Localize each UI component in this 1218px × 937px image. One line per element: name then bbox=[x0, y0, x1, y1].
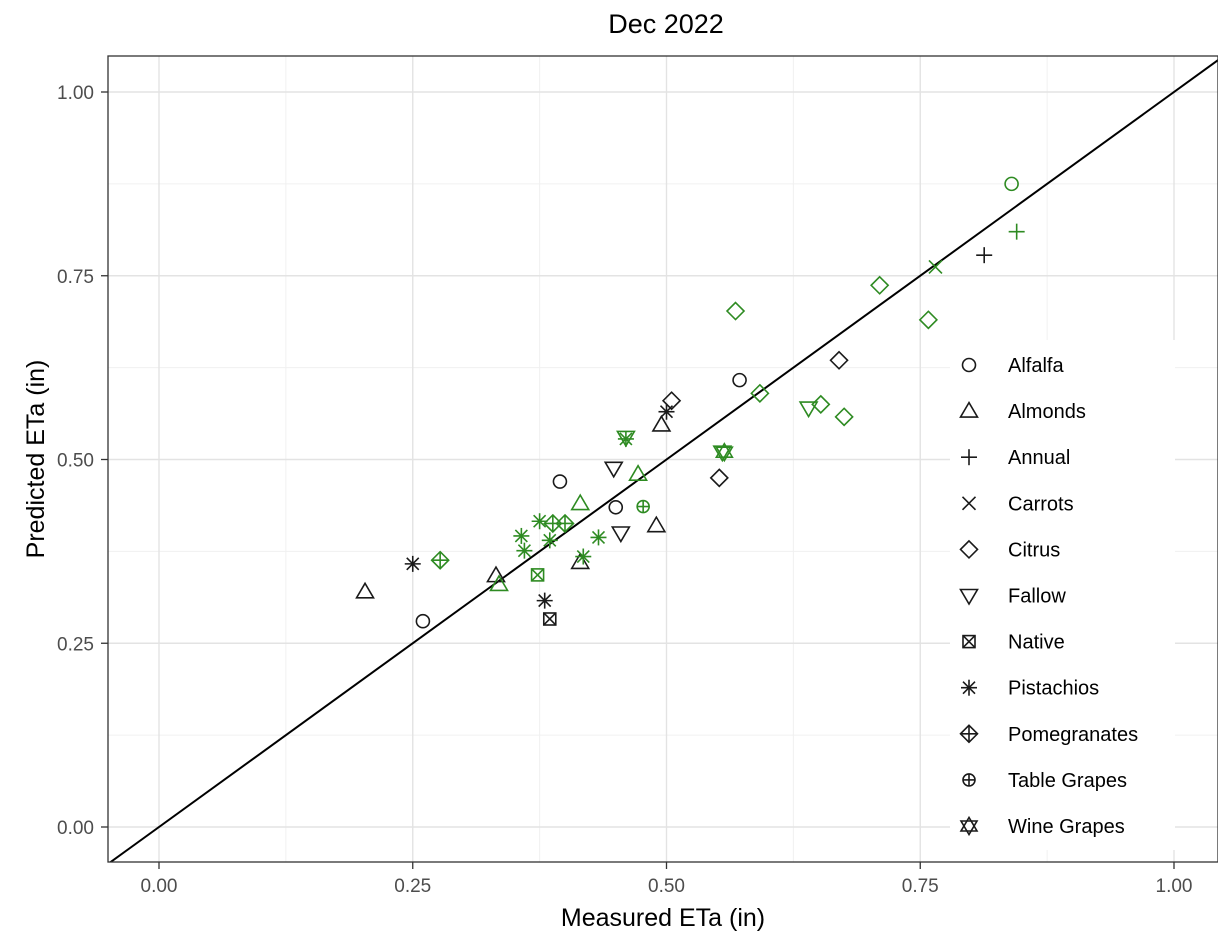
data-point-table-grapes bbox=[636, 499, 650, 514]
data-point-pistachios bbox=[513, 527, 530, 544]
data-point-pistachios bbox=[658, 403, 675, 420]
legend-key-pomegranates bbox=[959, 724, 979, 744]
y-tick-label: 1.00 bbox=[57, 83, 94, 104]
legend-label-annual: Annual bbox=[1008, 447, 1070, 469]
x-tick-label: 1.00 bbox=[1156, 876, 1193, 897]
data-point-almonds bbox=[570, 493, 591, 511]
data-point-fallow bbox=[610, 526, 631, 544]
data-point-pistachios bbox=[516, 542, 533, 559]
data-point-wine-grapes bbox=[714, 442, 734, 463]
data-point-almonds bbox=[646, 515, 667, 533]
data-point-fallow bbox=[798, 401, 819, 419]
legend: Alfalfa Almonds Annual Carrots Citrus Fallow N… bbox=[950, 340, 1175, 850]
data-point-almonds bbox=[570, 552, 591, 570]
legend-key-native bbox=[962, 634, 976, 649]
data-point-native bbox=[542, 612, 557, 626]
legend-key-citrus bbox=[959, 539, 979, 560]
legend-label-wine-grapes: Wine Grapes bbox=[1008, 816, 1125, 838]
x-tick-label: 0.50 bbox=[648, 876, 685, 897]
legend-label-almonds: Almonds bbox=[1008, 401, 1086, 423]
data-point-alfalfa bbox=[552, 474, 568, 489]
data-point-pistachios bbox=[541, 532, 558, 549]
data-point-almonds bbox=[628, 464, 648, 482]
legend-key-wine-grapes bbox=[959, 815, 979, 837]
legend-label-fallow: Fallow bbox=[1008, 586, 1066, 608]
data-point-citrus bbox=[918, 310, 939, 330]
y-tick-label: 0.25 bbox=[57, 634, 94, 655]
data-point-pistachios bbox=[590, 529, 607, 546]
y-axis-title: Predicted ETa (in) bbox=[22, 360, 50, 559]
y-axis-ticks: 0.00 0.25 0.50 0.75 1.00 bbox=[57, 83, 108, 839]
data-point-citrus bbox=[829, 350, 849, 370]
chart-title: Dec 2022 bbox=[608, 9, 724, 39]
x-axis-title: Measured ETa (in) bbox=[561, 904, 765, 932]
data-point-alfalfa bbox=[732, 372, 747, 388]
data-point-pomegranates bbox=[555, 513, 575, 534]
legend-label-alfalfa: Alfalfa bbox=[1008, 355, 1064, 377]
data-point-citrus bbox=[661, 391, 682, 411]
data-point-pistachios bbox=[531, 513, 548, 530]
legend-key-pistachios bbox=[961, 679, 977, 696]
data-point-citrus bbox=[709, 468, 729, 488]
legend-key-carrots bbox=[961, 496, 977, 511]
data-point-alfalfa bbox=[608, 499, 624, 515]
legend-background bbox=[950, 340, 1175, 850]
y-tick-label: 0.00 bbox=[57, 818, 94, 839]
legend-key-table-grapes bbox=[962, 773, 976, 787]
data-point-almonds bbox=[651, 414, 672, 432]
y-tick-label: 0.75 bbox=[57, 267, 94, 288]
data-point-pistachios bbox=[404, 555, 421, 572]
data-point-annual bbox=[1008, 223, 1025, 240]
y-tick-label: 0.50 bbox=[57, 451, 94, 472]
x-axis-ticks: 0.00 0.25 0.50 0.75 1.00 bbox=[141, 862, 1193, 897]
data-point-citrus bbox=[834, 407, 854, 427]
one-to-one-line bbox=[108, 58, 1218, 862]
legend-label-native: Native bbox=[1008, 632, 1065, 654]
data-point-almonds bbox=[489, 574, 509, 592]
data-point-fallow bbox=[603, 461, 624, 479]
data-point-pomegranates bbox=[430, 550, 450, 570]
data-point-pistachios bbox=[575, 548, 592, 565]
legend-label-pistachios: Pistachios bbox=[1008, 678, 1099, 700]
x-tick-label: 0.75 bbox=[902, 876, 939, 897]
data-points bbox=[355, 176, 1025, 629]
legend-key-annual bbox=[961, 449, 977, 466]
data-point-citrus bbox=[750, 383, 770, 403]
legend-label-citrus: Citrus bbox=[1008, 539, 1060, 561]
legend-label-carrots: Carrots bbox=[1008, 493, 1074, 515]
data-point-almonds bbox=[355, 581, 375, 599]
legend-key-alfalfa bbox=[961, 357, 977, 373]
x-tick-label: 0.00 bbox=[141, 876, 178, 897]
data-point-pistachios bbox=[536, 592, 553, 609]
legend-label-pomegranates: Pomegranates bbox=[1008, 724, 1138, 746]
data-point-citrus bbox=[870, 275, 890, 295]
data-point-annual bbox=[976, 247, 993, 264]
legend-label-table-grapes: Table Grapes bbox=[1008, 770, 1127, 792]
reference-line bbox=[108, 58, 1218, 862]
data-point-alfalfa bbox=[1004, 176, 1019, 192]
data-point-pistachios bbox=[617, 430, 634, 447]
data-point-native bbox=[530, 568, 545, 582]
legend-key-almonds bbox=[959, 401, 979, 418]
data-point-alfalfa bbox=[415, 613, 431, 629]
data-point-carrots bbox=[928, 259, 943, 274]
legend-key-fallow bbox=[959, 588, 979, 606]
x-tick-label: 0.25 bbox=[394, 876, 431, 897]
data-point-citrus bbox=[725, 301, 746, 321]
